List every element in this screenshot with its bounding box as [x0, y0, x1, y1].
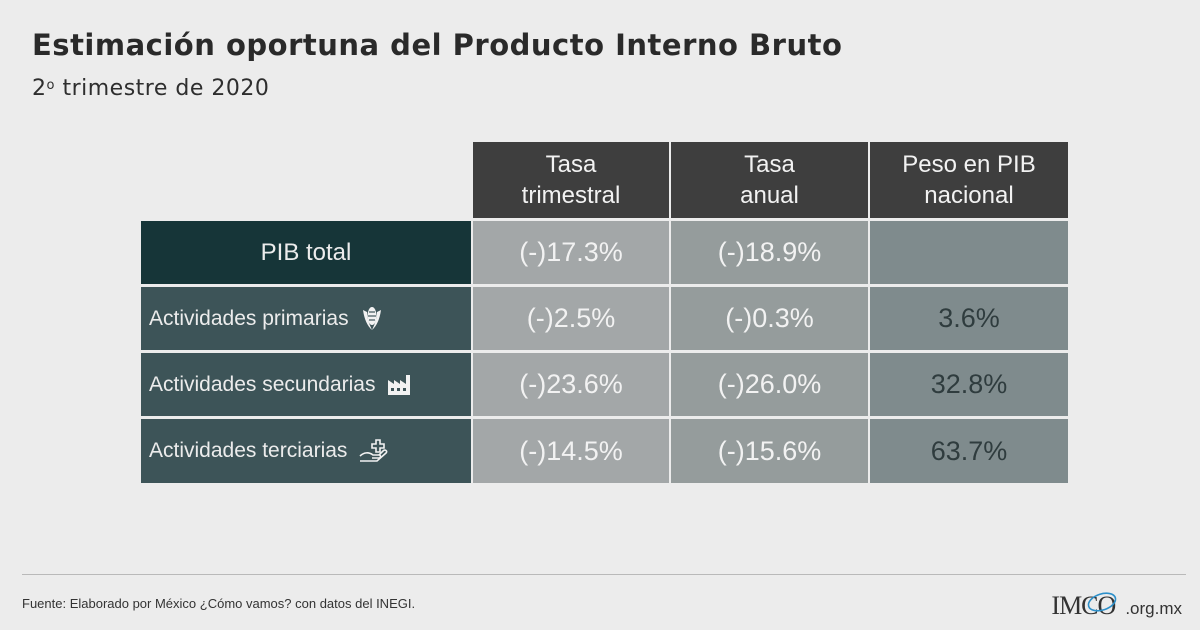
subtitle-rest: trimestre de 2020: [54, 76, 270, 101]
header-line: Tasa: [744, 151, 795, 178]
logo-domain: .org.mx: [1125, 599, 1182, 618]
value-cell: (-)17.3%: [473, 221, 669, 284]
logo-main-text: IMCO: [1051, 591, 1116, 620]
header-line: trimestral: [521, 182, 621, 209]
service-hand-icon: [359, 439, 389, 463]
value-cell: (-)14.5%: [473, 419, 669, 483]
row-label-secundarias: Actividades secundarias: [141, 353, 471, 416]
value-cell: 3.6%: [870, 287, 1068, 350]
corn-icon: [361, 306, 383, 332]
value-cell: (-)26.0%: [671, 353, 868, 416]
value-cell: (-)18.9%: [671, 221, 868, 284]
header-line: Tasa: [545, 151, 597, 178]
imco-logo[interactable]: IMCO .org.mx: [1051, 586, 1182, 621]
value-cell: (-)23.6%: [473, 353, 669, 416]
footer-divider: [22, 574, 1186, 575]
value-cell: [870, 221, 1068, 284]
factory-icon: [387, 374, 411, 396]
value-cell: 32.8%: [870, 353, 1068, 416]
value-cell: (-)15.6%: [671, 419, 868, 483]
page-subtitle: 2o trimestre de 2020: [32, 76, 269, 101]
header-line: anual: [740, 182, 799, 209]
subtitle-number: 2: [32, 76, 47, 101]
logo-wordmark: IMCO: [1051, 591, 1116, 621]
row-label-text: Actividades secundarias: [149, 372, 376, 396]
value-cell: (-)0.3%: [671, 287, 868, 350]
row-label-text: Actividades primarias: [149, 306, 349, 330]
logo-swirl-icon: [1085, 586, 1119, 614]
subtitle-ordinal: o: [46, 78, 55, 93]
row-label-text: Actividades terciarias: [149, 439, 348, 462]
header-line: nacional: [924, 182, 1014, 209]
row-label-pib-total: PIB total: [141, 221, 471, 284]
value-cell: 63.7%: [870, 419, 1068, 483]
source-note: Fuente: Elaborado por México ¿Cómo vamos…: [22, 596, 416, 611]
header-peso-pib: Peso en PIB nacional: [870, 142, 1068, 218]
header-line: Peso en PIB: [902, 151, 1036, 178]
page-title: Estimación oportuna del Producto Interno…: [32, 28, 843, 62]
header-tasa-trimestral: Tasa trimestral: [473, 142, 669, 218]
row-label-primarias: Actividades primarias: [141, 287, 471, 350]
row-label-terciarias: Actividades terciarias: [141, 419, 471, 483]
header-tasa-anual: Tasa anual: [671, 142, 868, 218]
value-cell: (-)2.5%: [473, 287, 669, 350]
